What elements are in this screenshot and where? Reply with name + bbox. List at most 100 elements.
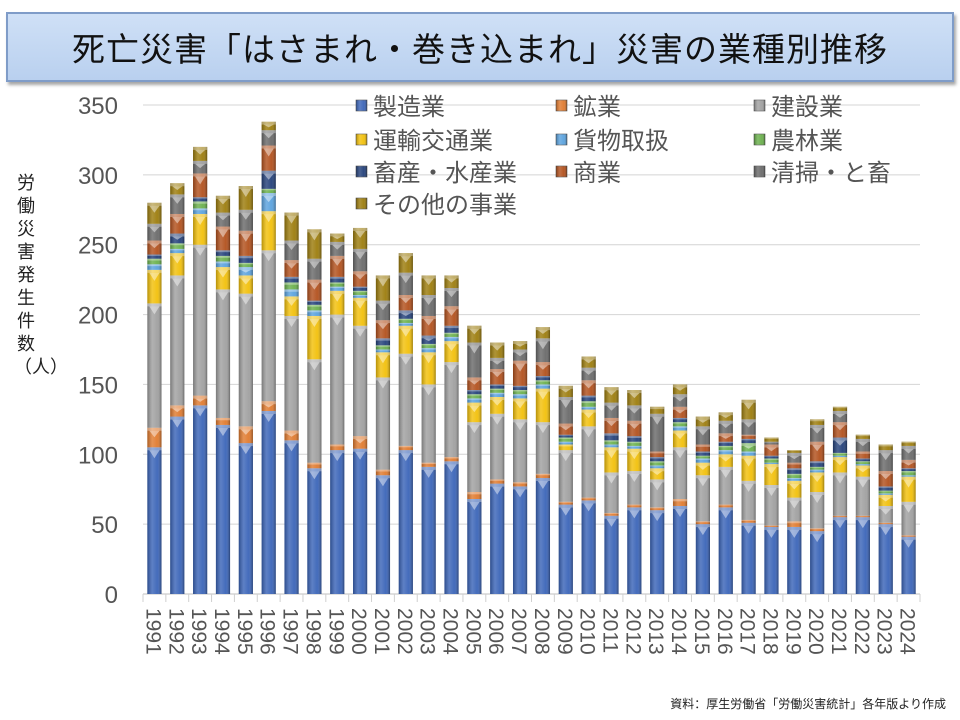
bar-segment [467, 390, 482, 395]
bar-segment [398, 295, 413, 311]
bar-segment-bevel [170, 248, 185, 251]
bar-segment [284, 276, 299, 283]
bar-segment [832, 410, 848, 423]
bar-segment [193, 173, 208, 198]
bar-segment [330, 290, 345, 315]
bar-segment-shine [261, 121, 276, 131]
bar-segment [444, 341, 459, 363]
bar-segment-bevel [375, 275, 391, 279]
bar-segment-bevel [490, 392, 505, 395]
bar-segment-shine [238, 293, 253, 427]
bar-segment-shine [855, 461, 870, 465]
bar-segment-bevel [170, 183, 185, 187]
bar-segment-shine [787, 480, 802, 498]
bar-segment-shine [604, 444, 619, 448]
bar-segment-bevel [810, 469, 825, 471]
bar-segment [672, 430, 688, 448]
bar-segment-shine [855, 517, 870, 594]
bar-segment-bevel [764, 444, 779, 448]
bar-segment-shine [787, 450, 802, 453]
bar-segment-shine [581, 356, 596, 368]
bar-segment-shine [490, 483, 505, 594]
legend-swatch-shine [556, 166, 567, 177]
bar-segment [672, 417, 688, 423]
bar-segment [855, 517, 870, 594]
bar-segment-bevel [672, 430, 688, 434]
bar-segment-shine [193, 160, 208, 174]
bar-segment [467, 398, 482, 403]
bar-segment-shine [238, 230, 253, 256]
bar-segment [193, 405, 208, 594]
bar-segment-bevel [718, 466, 733, 470]
legend-label: 建設業 [771, 93, 843, 121]
bar-segment-bevel [901, 445, 916, 449]
bar-segment-shine [238, 426, 253, 444]
bar-segment-shine [170, 405, 185, 417]
bar-segment [878, 493, 893, 495]
bar-segment-bevel [604, 402, 619, 406]
bar-segment [261, 121, 276, 131]
bar-segment-shine [672, 422, 688, 427]
bar-segment-bevel [581, 356, 596, 360]
bar-segment [284, 289, 299, 297]
bar-segment-bevel [741, 419, 756, 423]
bar-segment-bevel [353, 227, 368, 231]
bar-segment-bevel-tip [652, 471, 663, 475]
bar-segment-shine [284, 296, 299, 316]
bar-segment-bevel-tip [834, 425, 846, 431]
bar-segment-shine [878, 505, 893, 523]
bar-segment-bevel [512, 341, 528, 344]
x-tick-label: 2005 [461, 608, 484, 655]
bar-segment [467, 498, 482, 594]
bar-segment-bevel-tip [720, 436, 731, 439]
bar-segment-bevel [284, 430, 299, 434]
bar-segment-bevel-tip [674, 508, 686, 517]
bar-segment-bevel [832, 437, 848, 441]
bar-segment-shine [787, 521, 802, 527]
bar-segment-bevel [490, 397, 505, 401]
bar-segment-bevel [444, 341, 459, 345]
bar-segment-shine [581, 497, 596, 501]
bar-segment-bevel [672, 394, 688, 398]
bar-segment-shine [215, 226, 231, 251]
bar-segment-bevel [878, 490, 893, 492]
bar-segment-shine [855, 451, 870, 459]
bar-segment-bevel [444, 306, 459, 310]
bar-segment-shine [170, 275, 185, 406]
bar-segment-bevel-tip [606, 420, 617, 427]
bar-segment [512, 482, 528, 487]
bar-segment [330, 314, 345, 445]
bar-segment-bevel [832, 457, 848, 461]
bar-segment-bevel [512, 419, 528, 423]
bar-segment-bevel [147, 269, 162, 273]
bar-segment-shine [467, 394, 482, 399]
bar-segment-bevel [353, 271, 368, 275]
bar-segment-bevel-tip [240, 278, 251, 285]
bar-segment [467, 377, 482, 391]
bar-segment-bevel [558, 397, 573, 401]
bar-segment-bevel-tip [172, 236, 183, 240]
bar-segment-bevel-tip [377, 380, 389, 389]
bar-segment [444, 325, 459, 333]
bar-segment [147, 427, 162, 448]
bar-segment-shine [558, 385, 573, 398]
bar-segment-bevel-tip [217, 229, 229, 238]
bar-segment-bevel [627, 436, 642, 438]
bar-segment-bevel-tip [286, 299, 297, 306]
bar-segment [718, 504, 733, 508]
bar-segment [764, 458, 779, 463]
bar-segment [901, 536, 916, 594]
bar-segment-bevel-tip [743, 445, 754, 449]
bar-segment-bevel [650, 406, 665, 410]
bar-segment-bevel [855, 476, 870, 480]
bar-segment-bevel-tip [446, 309, 457, 316]
bar-segment-bevel [490, 384, 505, 386]
bar-segment-bevel-tip [355, 439, 366, 444]
bar-segment-bevel [832, 410, 848, 414]
bar-segment [330, 276, 345, 283]
bar-segment [238, 209, 253, 231]
bar-segment-bevel-tip [880, 527, 891, 536]
bar-segment [764, 525, 779, 527]
bar-segment [787, 526, 802, 594]
bar-segment-bevel [787, 462, 802, 465]
